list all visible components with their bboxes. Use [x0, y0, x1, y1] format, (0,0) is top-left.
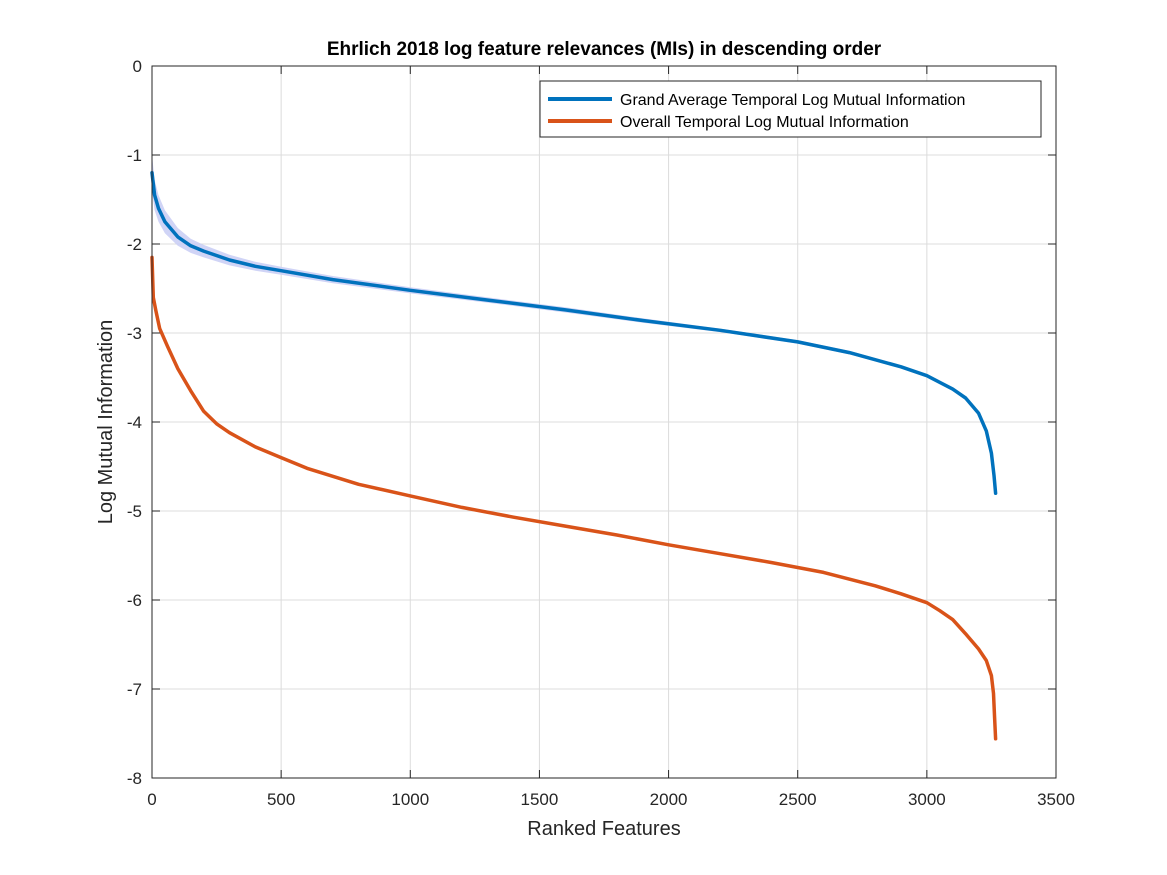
x-tick-label: 3500 — [1037, 790, 1075, 809]
y-tick-label: -5 — [127, 502, 142, 521]
y-tick-label: -8 — [127, 769, 142, 788]
x-tick-label: 2500 — [779, 790, 817, 809]
x-tick-label: 1500 — [521, 790, 559, 809]
x-tick-label: 500 — [267, 790, 295, 809]
x-axis-label: Ranked Features — [527, 818, 680, 840]
legend-box — [539, 80, 1042, 138]
x-tick-label: 1000 — [391, 790, 429, 809]
legend: Grand Average Temporal Log Mutual Inform… — [539, 80, 1042, 138]
x-tick-label: 2000 — [650, 790, 688, 809]
y-tick-label: -1 — [127, 146, 142, 165]
y-tick-label: -7 — [127, 680, 142, 699]
axis-ticks: 0 500 1000 1500 2000 2500 3000 3500 0 -1 -2 -3 -4 -5 -… — [127, 57, 1075, 809]
y-tick-label: -4 — [127, 413, 142, 432]
x-tick-label: 0 — [147, 790, 156, 809]
grid-lines — [152, 66, 1056, 778]
plot-marks — [150, 155, 998, 741]
x-tick-label: 3000 — [908, 790, 946, 809]
series-0-line — [150, 171, 998, 495]
chart-title: Ehrlich 2018 log feature relevances (MIs… — [327, 39, 882, 60]
y-axis-label: Log Mutual Information — [95, 320, 117, 525]
y-tick-label: -2 — [127, 235, 142, 254]
legend-label-0: Grand Average Temporal Log Mutual Inform… — [620, 92, 965, 109]
y-tick-label: -6 — [127, 591, 142, 610]
legend-label-1: Overall Temporal Log Mutual Information — [620, 114, 909, 131]
y-tick-label: 0 — [133, 57, 142, 76]
y-tick-label: -3 — [127, 324, 142, 343]
series-1-line — [150, 255, 998, 741]
